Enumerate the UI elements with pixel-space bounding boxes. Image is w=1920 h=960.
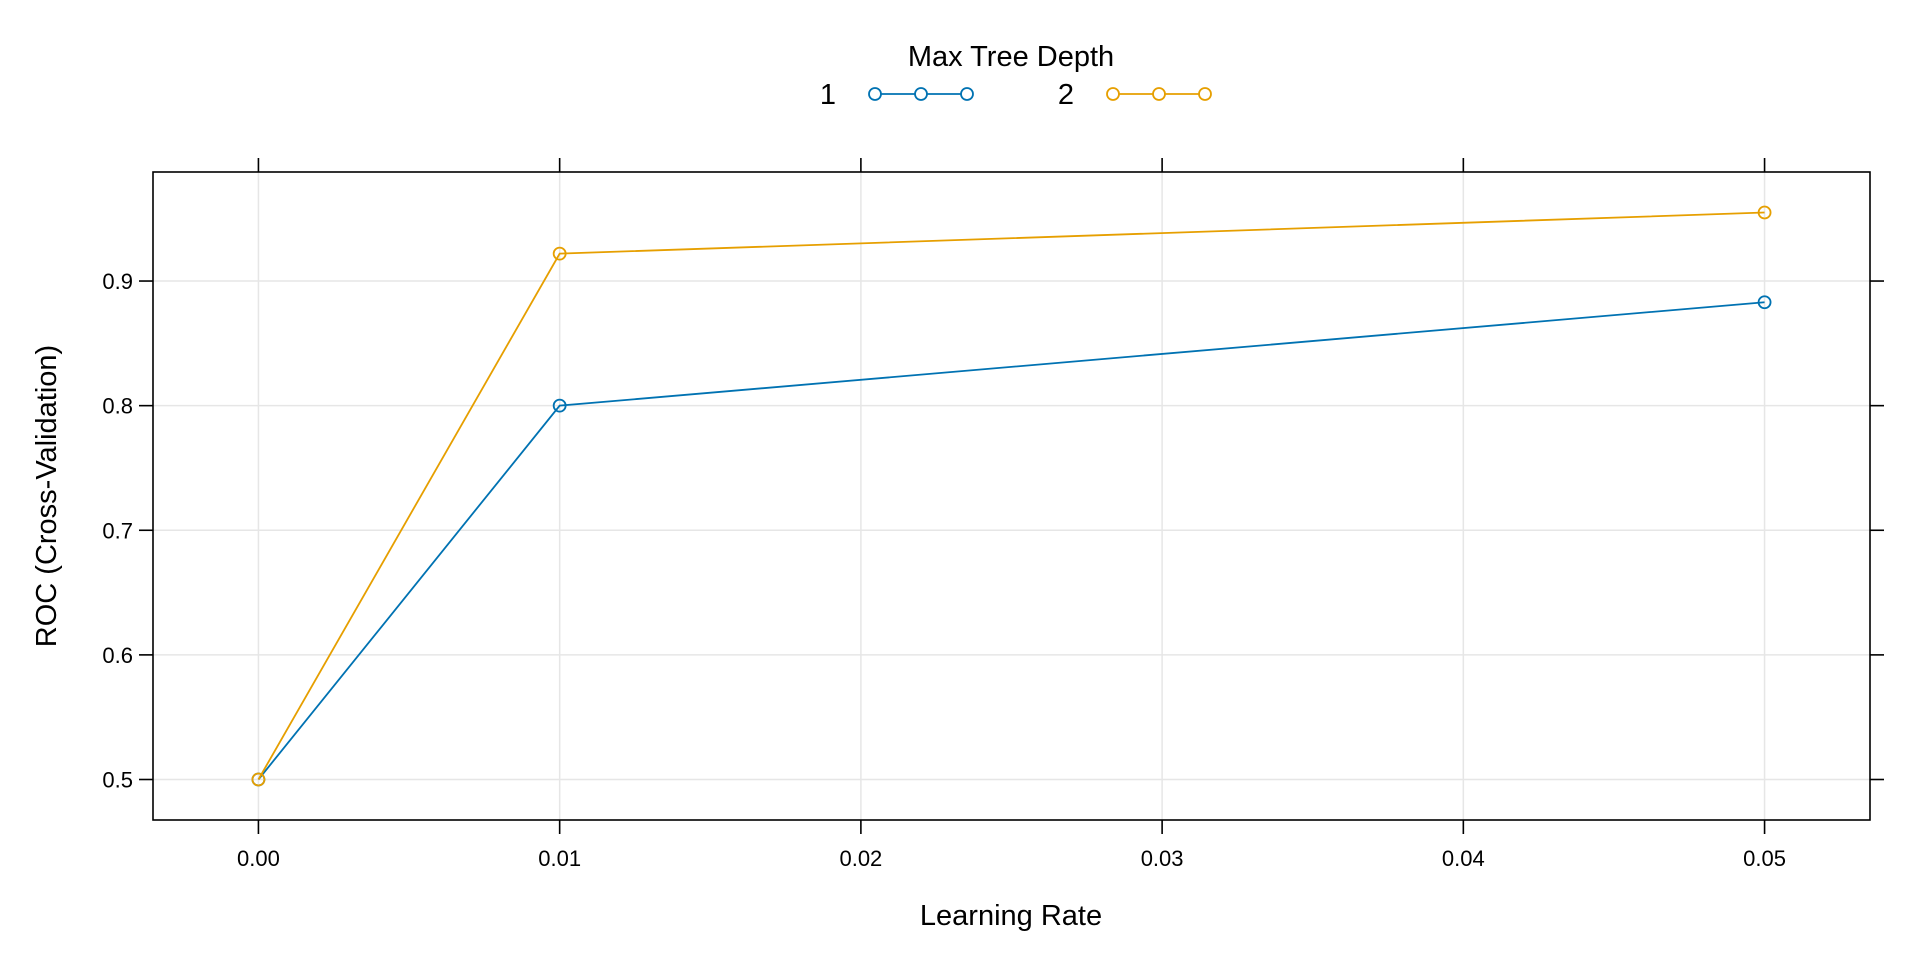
legend-marker-depth-1 — [960, 87, 974, 101]
x-tick-label: 0.00 — [237, 846, 280, 871]
data-point-depth-1 — [552, 398, 567, 413]
x-tick-label: 0.04 — [1442, 846, 1485, 871]
legend-marker-depth-2 — [1152, 87, 1166, 101]
x-tick-label: 0.02 — [839, 846, 882, 871]
y-tick-label: 0.8 — [102, 394, 133, 419]
data-point-depth-2 — [251, 772, 266, 787]
series-layer — [251, 205, 1772, 787]
y-tick-label: 0.5 — [102, 768, 133, 793]
legend-label-depth-2: 2 — [1058, 79, 1074, 111]
legend-title: Max Tree Depth — [908, 41, 1114, 73]
legend-label-depth-1: 1 — [820, 79, 836, 111]
plot-frame — [152, 171, 1871, 821]
y-axis-title: ROC (Cross-Validation) — [31, 345, 63, 647]
legend-marker-depth-2 — [1198, 87, 1212, 101]
data-point-depth-1 — [1757, 295, 1772, 310]
series-line-depth-1 — [257, 301, 1765, 781]
legend-marker-depth-2 — [1106, 87, 1120, 101]
data-point-depth-2 — [552, 246, 567, 261]
y-tick-label: 0.9 — [102, 269, 133, 294]
legend: Max Tree Depth 1 2 — [820, 41, 1212, 111]
data-point-depth-2 — [1757, 205, 1772, 220]
axis-ticks: 0.00 0.01 0.02 0.03 0.04 0.05 0.5 0.6 0.7 0.8 0.9 — [102, 158, 1884, 871]
series-line-depth-2 — [257, 211, 1765, 780]
y-tick-label: 0.7 — [102, 518, 133, 543]
x-tick-label: 0.01 — [538, 846, 581, 871]
grid — [153, 172, 1870, 820]
legend-marker-depth-1 — [868, 87, 882, 101]
x-tick-label: 0.03 — [1141, 846, 1184, 871]
x-tick-label: 0.05 — [1743, 846, 1786, 871]
x-axis-title: Learning Rate — [920, 900, 1102, 932]
legend-marker-depth-1 — [914, 87, 928, 101]
y-tick-label: 0.6 — [102, 643, 133, 668]
